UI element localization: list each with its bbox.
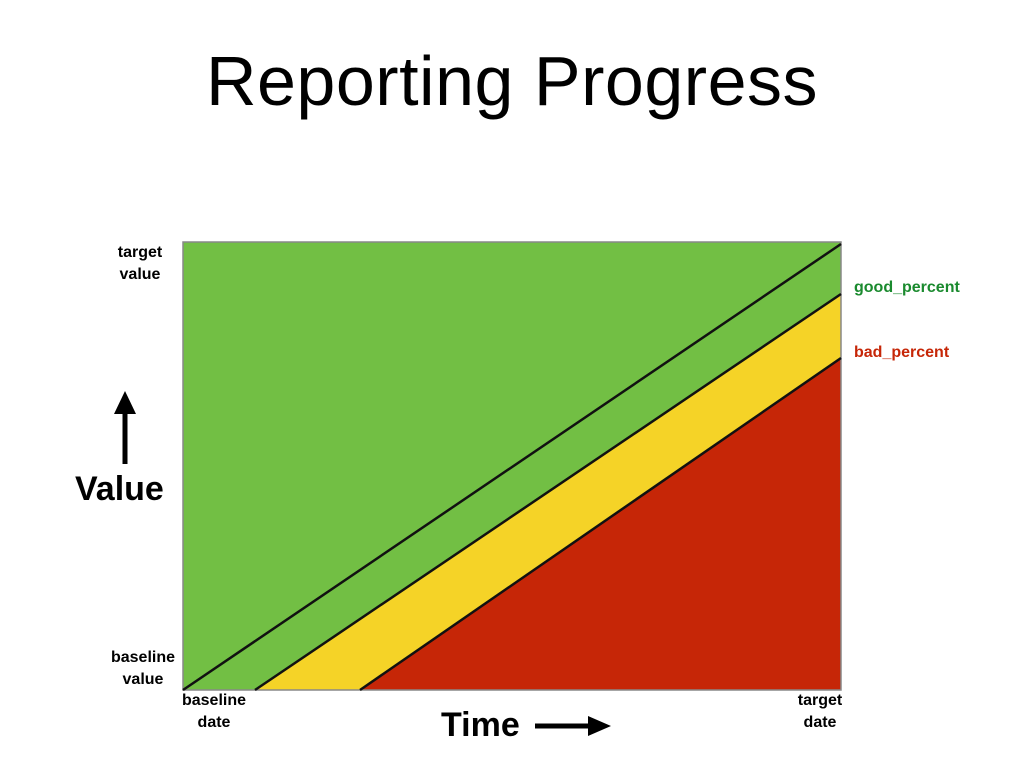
x-axis-title: Time xyxy=(441,706,520,744)
bad-percent-label: bad_percent xyxy=(854,344,950,361)
x-axis-left-label: baseline date xyxy=(164,690,264,734)
slide-title: Reporting Progress xyxy=(205,42,819,120)
y-axis-title: Value xyxy=(75,470,164,508)
up-arrow-icon xyxy=(114,391,136,464)
y-axis-top-label: target value xyxy=(80,242,200,286)
plot-frame xyxy=(182,241,842,691)
good-percent-label: good_percent xyxy=(854,279,960,296)
y-axis-bottom-label-line-2: value xyxy=(122,671,164,688)
target-line xyxy=(182,242,842,692)
y-axis-bottom-label-line-1: baseline xyxy=(110,649,176,666)
x-axis-right-label-line-1: target xyxy=(797,692,843,709)
right-arrow-icon xyxy=(535,716,611,736)
x-axis-right-label-line-2: date xyxy=(803,714,837,731)
y-axis-top-label-line-1: target xyxy=(117,244,163,261)
bad-threshold-line xyxy=(359,356,842,692)
good-threshold-line xyxy=(254,292,842,692)
y-axis-bottom-label: baseline value xyxy=(83,647,203,691)
x-axis-left-label-line-1: baseline xyxy=(181,692,247,709)
x-axis-left-label-line-2: date xyxy=(197,714,231,731)
y-axis-top-label-line-2: value xyxy=(119,266,161,283)
x-axis-right-label: target date xyxy=(775,690,865,734)
